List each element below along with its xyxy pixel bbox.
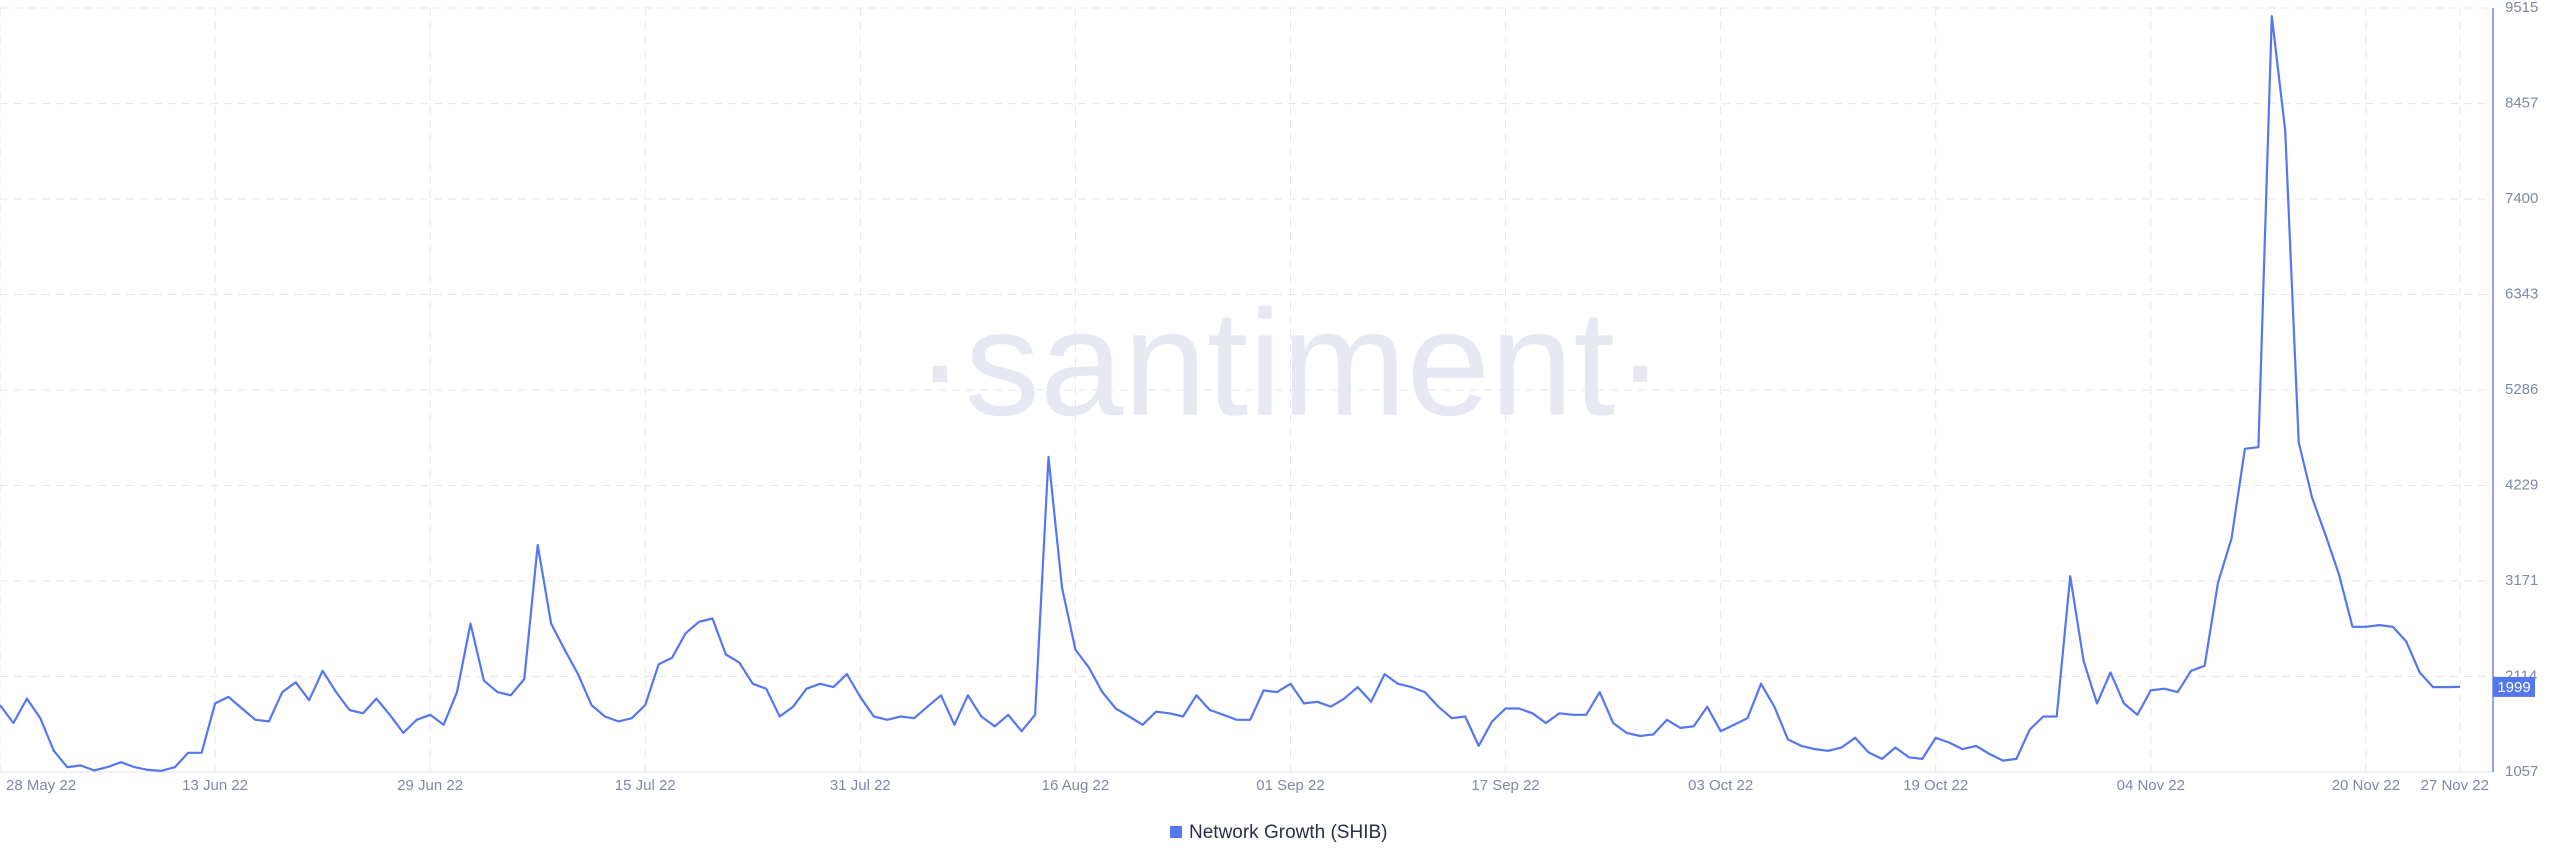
- x-tick-label: 01 Sep 22: [1256, 777, 1324, 794]
- x-tick-label: 28 May 22: [6, 777, 76, 794]
- x-tick-label: 19 Oct 22: [1903, 777, 1968, 794]
- x-tick-label: 31 Jul 22: [830, 777, 891, 794]
- x-tick-label: 04 Nov 22: [2117, 777, 2185, 794]
- legend-label: Network Growth (SHIB): [1189, 822, 1387, 843]
- y-tick-label: 8457: [2505, 95, 2538, 112]
- x-tick-label: 17 Sep 22: [1471, 777, 1539, 794]
- y-tick-label: 5286: [2505, 381, 2538, 398]
- y-tick-label: 4229: [2505, 476, 2538, 493]
- x-tick-label: 20 Nov 22: [2332, 777, 2400, 794]
- y-tick-label: 9515: [2505, 0, 2538, 16]
- x-tick-label: 27 Nov 22: [2421, 777, 2489, 794]
- x-tick-label: 29 Jun 22: [397, 777, 463, 794]
- x-tick-label: 03 Oct 22: [1688, 777, 1753, 794]
- legend-swatch: [1170, 826, 1182, 838]
- y-tick-label: 1057: [2505, 763, 2538, 780]
- y-tick-label: 6343: [2505, 285, 2538, 302]
- x-tick-label: 16 Aug 22: [1042, 777, 1110, 794]
- last-value-label: 1999: [2497, 679, 2530, 696]
- y-tick-label: 3171: [2505, 572, 2538, 589]
- x-tick-label: 15 Jul 22: [615, 777, 676, 794]
- y-tick-label: 7400: [2505, 190, 2538, 207]
- series-line: [0, 15, 2461, 772]
- last-value-badge: [2493, 676, 2535, 697]
- x-tick-label: 13 Jun 22: [182, 777, 248, 794]
